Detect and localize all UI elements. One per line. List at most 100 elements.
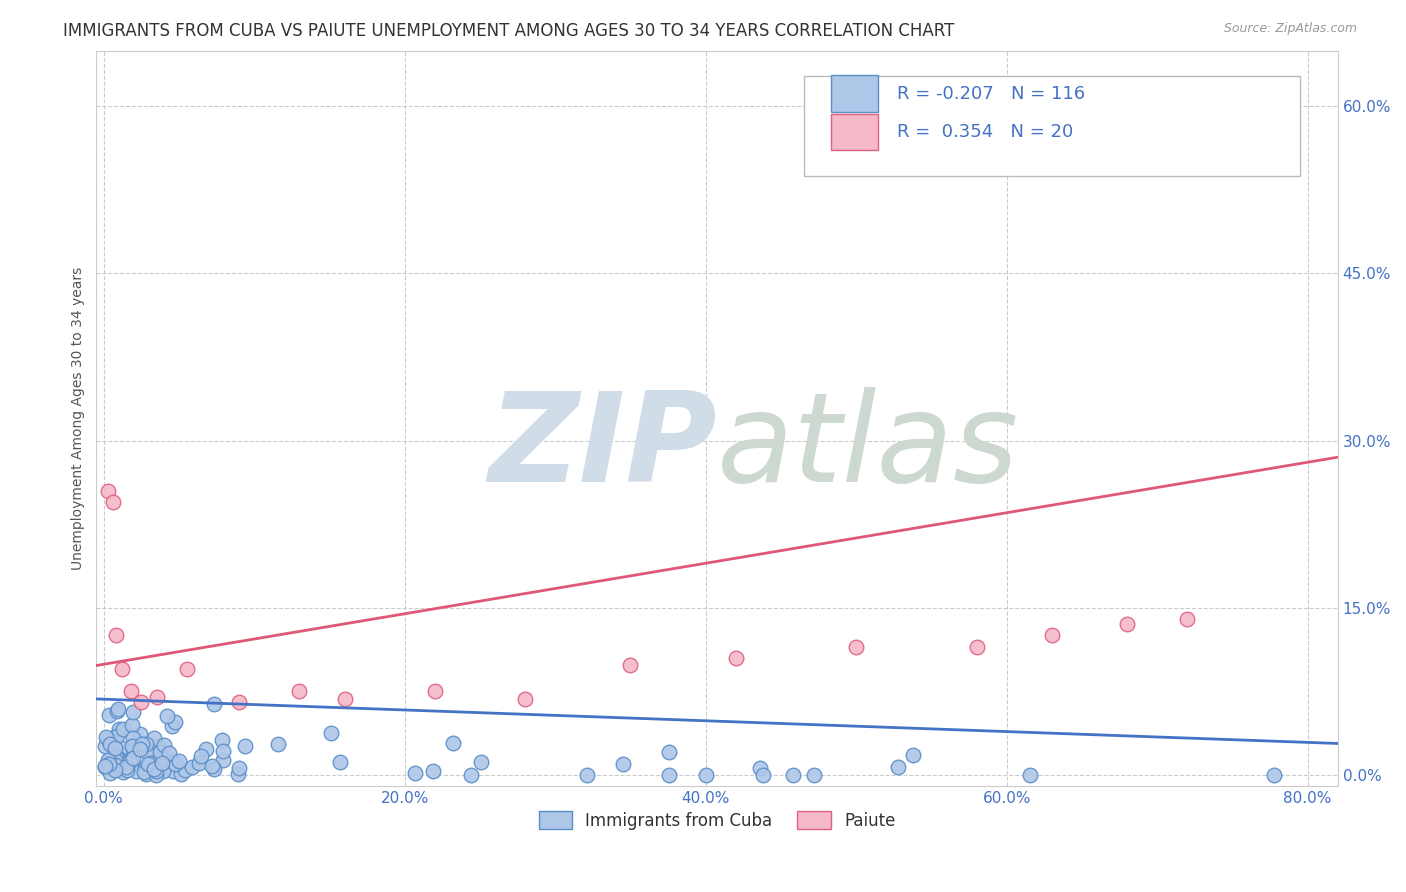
Point [152, 752, 174, 766]
Point [111, 662, 134, 676]
Point [226, 767, 249, 781]
Point [267, 737, 290, 751]
Point [97, 757, 120, 772]
Point [422, 764, 444, 779]
Point [1175, 612, 1198, 626]
Point [145, 764, 167, 778]
Point [139, 756, 162, 770]
Point [98, 708, 121, 723]
Point [233, 739, 256, 753]
Point [105, 705, 128, 719]
Point [139, 741, 162, 756]
Point [97, 755, 120, 769]
Point [752, 767, 775, 781]
Point [228, 695, 250, 709]
Point [188, 756, 211, 771]
Point [97, 753, 120, 767]
Point [135, 767, 157, 781]
Point [104, 740, 127, 755]
Point [515, 692, 537, 706]
Point [145, 767, 167, 781]
Point [163, 714, 186, 729]
Point [460, 767, 482, 781]
Point [104, 729, 127, 743]
Point [333, 692, 356, 706]
Point [105, 748, 128, 763]
Point [121, 718, 143, 732]
Point [142, 750, 165, 764]
Point [132, 764, 155, 779]
Point [162, 764, 184, 779]
Point [228, 761, 250, 775]
Point [150, 756, 173, 771]
Point [404, 766, 426, 780]
Point [612, 756, 634, 771]
Point [288, 684, 311, 698]
Point [122, 731, 145, 745]
Point [845, 640, 868, 654]
Text: atlas: atlas [717, 387, 1019, 508]
Point [104, 758, 127, 772]
Point [125, 764, 148, 778]
Point [724, 650, 747, 665]
Point [329, 755, 352, 769]
Point [98, 765, 121, 780]
Point [143, 762, 166, 776]
Point [131, 695, 153, 709]
Point [94, 759, 117, 773]
Point [190, 748, 212, 763]
Point [441, 736, 464, 750]
Point [1040, 628, 1063, 642]
Text: R = -0.207   N = 116: R = -0.207 N = 116 [897, 85, 1085, 103]
Point [134, 761, 156, 775]
Point [149, 745, 172, 759]
Point [128, 727, 150, 741]
Text: R =  0.354   N = 20: R = 0.354 N = 20 [897, 123, 1073, 141]
Point [1116, 617, 1139, 632]
Point [101, 755, 124, 769]
Point [125, 739, 148, 754]
Point [200, 759, 222, 773]
Point [619, 658, 641, 673]
Point [181, 760, 204, 774]
Point [159, 753, 181, 767]
Bar [831, 113, 879, 150]
Point [194, 741, 217, 756]
Point [97, 733, 120, 747]
Point [202, 698, 225, 712]
Point [145, 690, 167, 704]
Point [105, 730, 128, 744]
Point [211, 744, 233, 758]
Point [122, 741, 145, 756]
Point [169, 767, 191, 781]
Point [319, 726, 342, 740]
Point [120, 684, 142, 698]
Point [803, 767, 825, 781]
Point [153, 739, 176, 753]
Point [121, 750, 143, 764]
Point [575, 767, 598, 781]
Point [115, 763, 138, 777]
Point [122, 706, 145, 720]
Point [94, 739, 117, 754]
Text: ZIP: ZIP [488, 387, 717, 508]
Point [104, 763, 127, 777]
Point [112, 723, 135, 737]
Point [887, 760, 910, 774]
Point [903, 747, 925, 762]
Point [129, 742, 152, 756]
Text: IMMIGRANTS FROM CUBA VS PAIUTE UNEMPLOYMENT AMONG AGES 30 TO 34 YEARS CORRELATIO: IMMIGRANTS FROM CUBA VS PAIUTE UNEMPLOYM… [63, 22, 955, 40]
Point [115, 760, 138, 774]
Y-axis label: Unemployment Among Ages 30 to 34 years: Unemployment Among Ages 30 to 34 years [72, 267, 86, 570]
Point [749, 761, 772, 775]
Point [98, 737, 121, 751]
Point [121, 753, 143, 767]
Point [160, 719, 183, 733]
Point [157, 746, 180, 760]
Point [104, 757, 127, 772]
Point [94, 730, 117, 744]
Point [165, 756, 187, 771]
Point [114, 756, 136, 771]
Point [110, 740, 132, 755]
Point [108, 722, 131, 736]
